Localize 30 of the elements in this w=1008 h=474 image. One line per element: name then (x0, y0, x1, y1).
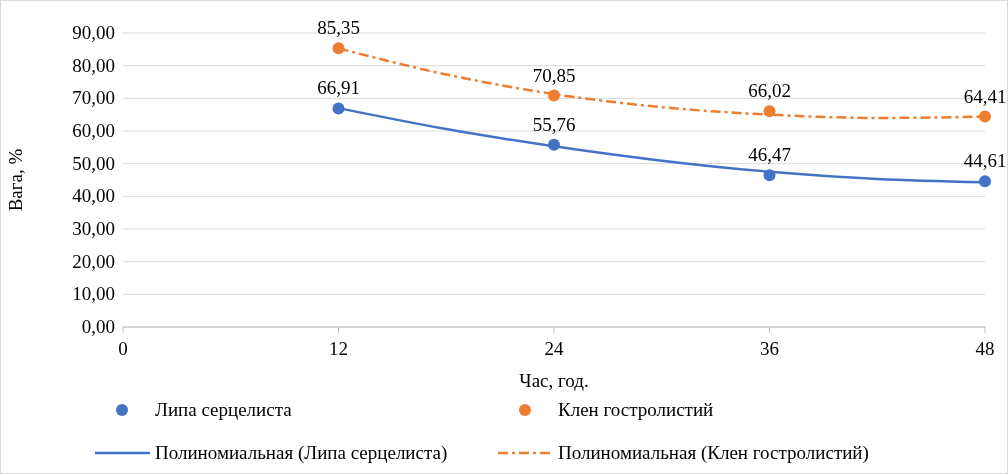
data-label: 70,85 (532, 64, 576, 86)
data-label: 55,76 (532, 113, 576, 135)
y-tick-label: 10,00 (72, 283, 115, 305)
x-tick-label: 12 (329, 338, 348, 359)
data-label: 85,35 (317, 17, 360, 39)
y-tick-label: 90,00 (72, 22, 115, 43)
legend-label: Полиномиальная (Клен гостролистий) (558, 442, 869, 464)
y-tick-label: 80,00 (72, 54, 115, 76)
data-label: 64,41 (963, 85, 1007, 107)
x-tick-label: 48 (975, 338, 995, 359)
y-tick-label: 0,00 (81, 316, 115, 337)
data-label: 66,91 (317, 77, 360, 99)
y-tick-label: 20,00 (72, 250, 115, 272)
y-tick-label: 60,00 (72, 120, 115, 141)
data-label: 46,47 (748, 144, 791, 166)
y-tick-label: 40,00 (72, 185, 115, 207)
y-tick-label: 70,00 (72, 87, 115, 109)
x-axis-title: Час, год. (519, 370, 589, 391)
point (979, 110, 991, 123)
data-label: 44,61 (963, 150, 1007, 172)
data-label: 66,02 (748, 80, 791, 102)
x-tick-label: 36 (760, 338, 779, 359)
x-tick-label: 0 (118, 338, 128, 359)
y-tick-label: 30,00 (72, 218, 115, 239)
legend-label: Липа серцелиста (155, 399, 293, 420)
legend-label: Полиномиальная (Липа серцелиста) (155, 442, 448, 464)
y-axis-title: Вага, % (5, 148, 26, 212)
legend-label: Клен гостролистий (558, 399, 714, 420)
x-tick-label: 24 (544, 338, 564, 359)
y-tick-label: 50,00 (72, 152, 115, 174)
